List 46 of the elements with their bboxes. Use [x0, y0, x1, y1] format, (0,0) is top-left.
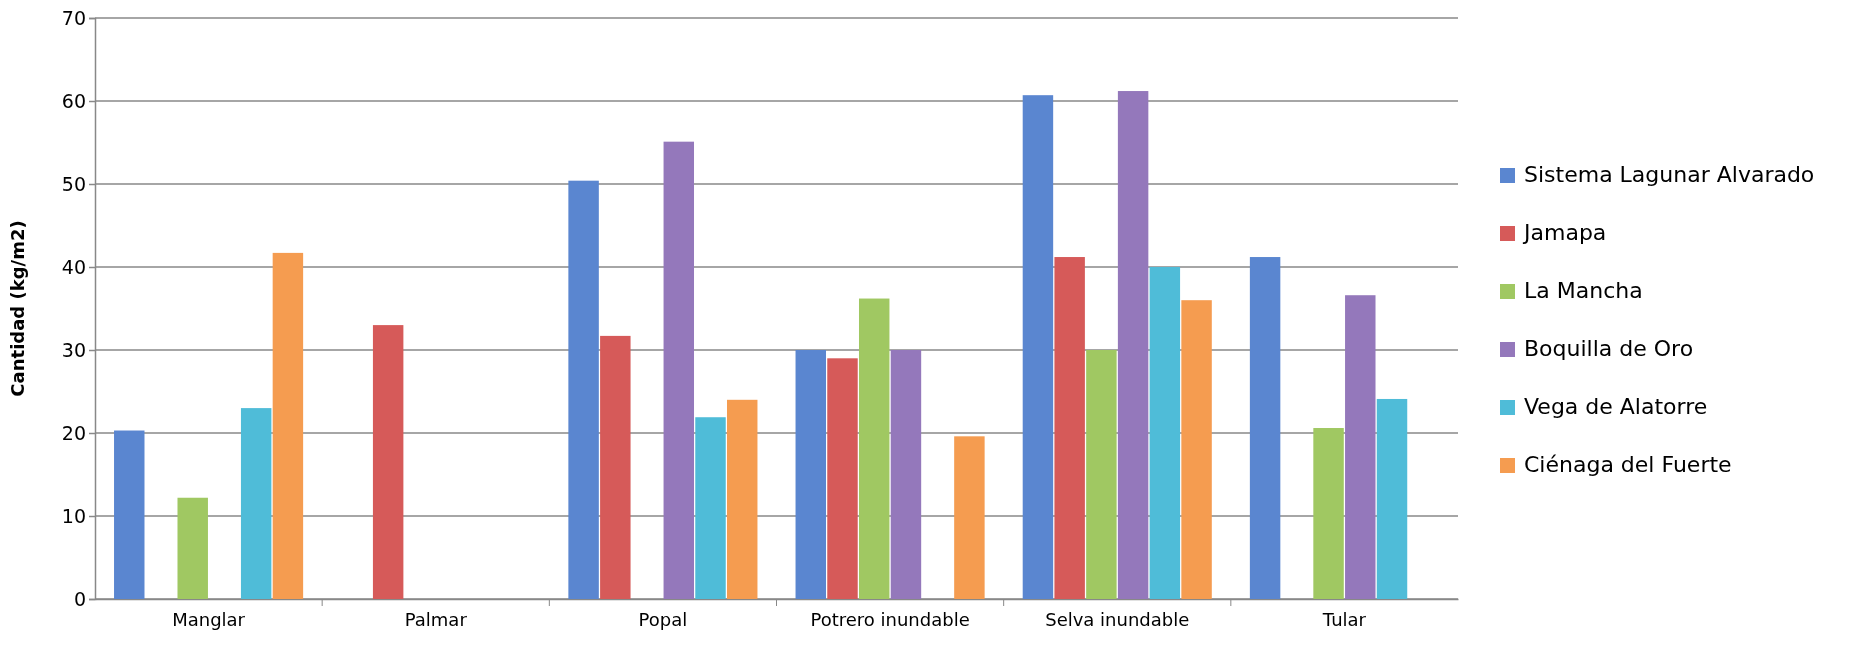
y-tick-label: 40: [61, 255, 86, 278]
x-tick-label: Selva inundable: [1045, 608, 1190, 630]
legend-label: Sistema Lagunar Alvarado: [1524, 162, 1815, 187]
x-tick-label: Tular: [1321, 608, 1367, 630]
legend-label: Vega de Alatorre: [1524, 394, 1708, 419]
bar: [1376, 398, 1408, 599]
y-tick-label: 60: [61, 89, 86, 112]
bar: [727, 399, 758, 599]
x-tick-label: Potrero inundable: [810, 608, 970, 630]
bar: [1149, 267, 1181, 599]
bar: [1345, 295, 1376, 599]
bar: [890, 350, 922, 599]
bar: [795, 350, 826, 599]
bar: [600, 335, 631, 599]
bar: [954, 436, 985, 599]
y-tick-label: 10: [61, 504, 86, 527]
bar: [272, 252, 304, 599]
y-tick-label: 20: [61, 421, 86, 444]
y-axis-title: Cantidad (kg/m2): [7, 220, 28, 397]
x-tick-label: Palmar: [404, 608, 468, 630]
y-tick-label: 30: [61, 338, 86, 361]
bar: [663, 141, 695, 599]
legend-label: Jamapa: [1522, 220, 1607, 245]
bar: [114, 430, 145, 599]
bar: [568, 180, 599, 599]
y-tick-label: 0: [73, 587, 86, 610]
bar: [1249, 257, 1281, 599]
bar: [1086, 350, 1117, 599]
bar: [827, 358, 858, 599]
bar: [240, 408, 272, 599]
legend-label: La Mancha: [1524, 278, 1643, 303]
bar: [1054, 257, 1085, 599]
bar: [1181, 300, 1212, 599]
bar: [858, 298, 890, 599]
bar: [1022, 95, 1054, 599]
bar: [1117, 91, 1149, 599]
y-tick-label: 50: [61, 172, 86, 195]
legend-label: Ciénaga del Fuerte: [1524, 452, 1732, 477]
x-tick-label: Popal: [638, 608, 688, 630]
y-tick-label: 70: [61, 6, 86, 29]
bar: [1313, 428, 1344, 599]
legend-label: Boquilla de Oro: [1524, 336, 1694, 361]
bar: [695, 417, 726, 599]
bar: [372, 325, 404, 599]
bar: [177, 497, 208, 599]
x-tick-label: Manglar: [172, 608, 246, 630]
